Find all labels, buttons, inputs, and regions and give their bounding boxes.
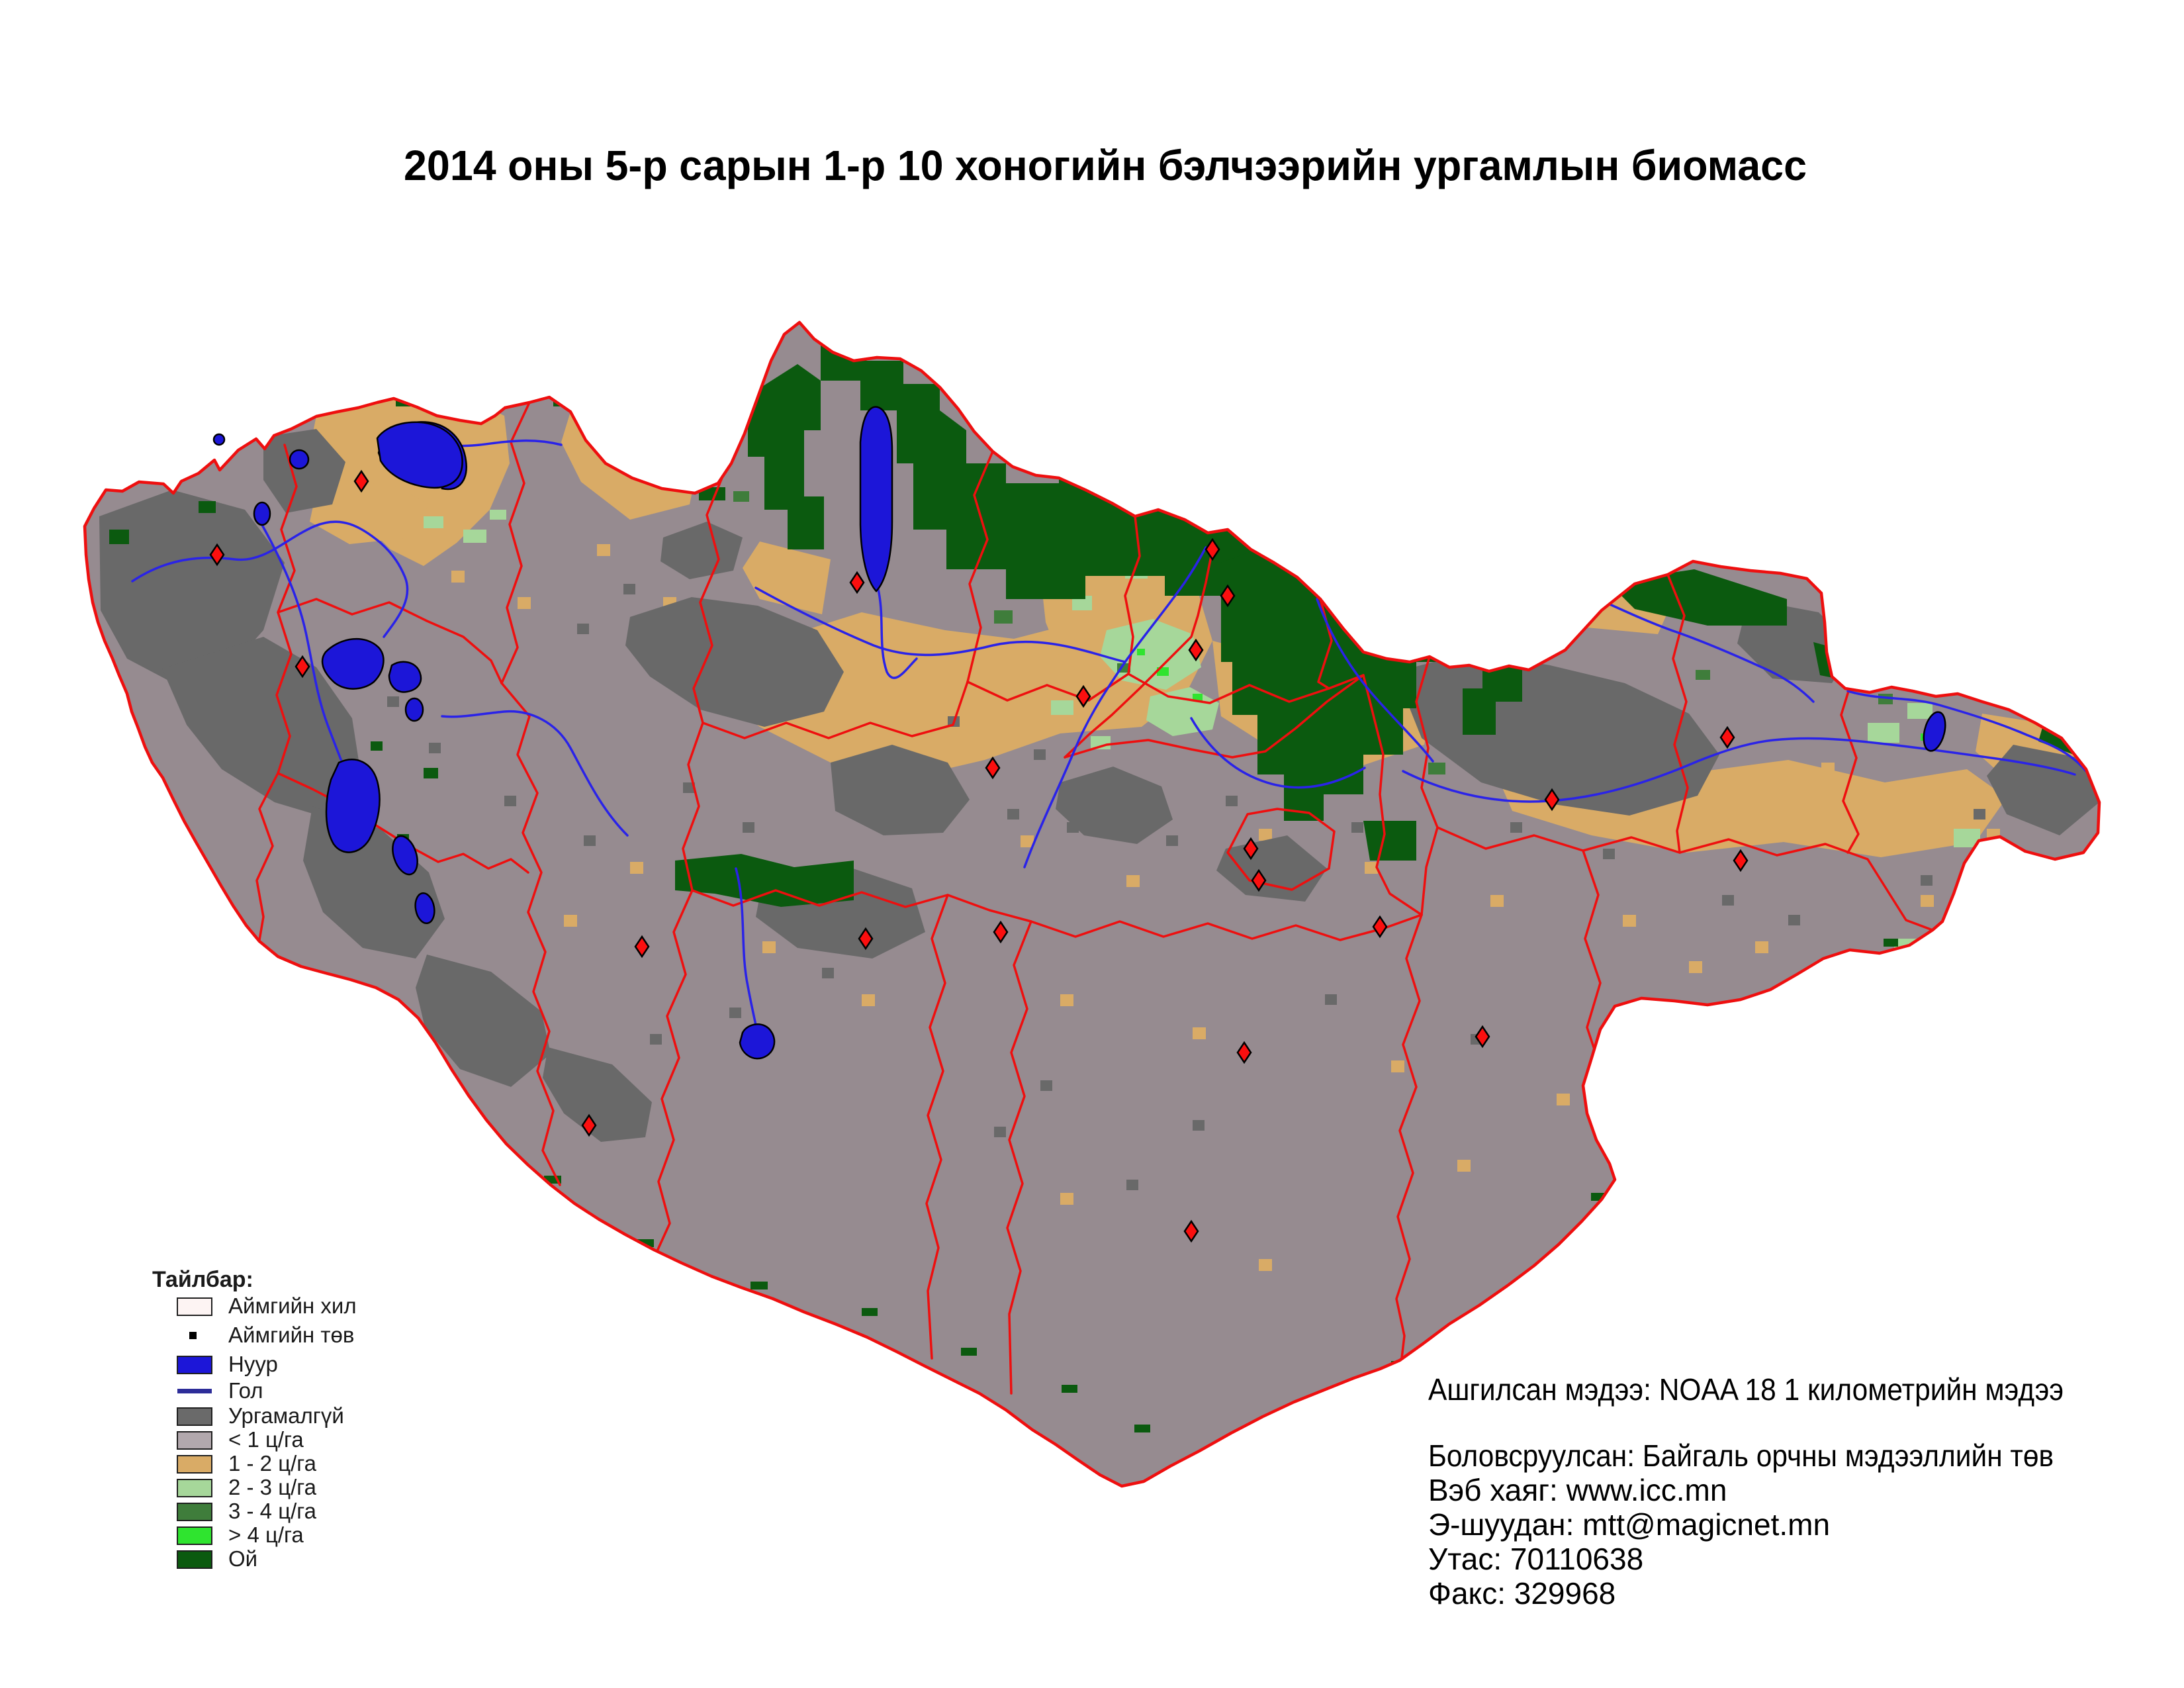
legend-label: Ой [228,1546,257,1571]
mongolia-map [85,322,2123,1486]
legend-heading: Тайлбар: [152,1267,253,1292]
legend-label: 3 - 4 ц/га [228,1499,317,1523]
info-line-source: Ашгилсан мэдээ: NOAA 18 1 километрийн мэ… [1428,1372,2064,1407]
info-block: Ашгилсан мэдээ: NOAA 18 1 километрийн мэ… [1428,1372,2064,1611]
legend-item-1-2: 1 - 2 ц/га [177,1451,317,1476]
gt4-swatch [177,1526,212,1545]
legend-item-3-4: 3 - 4 ц/га [177,1499,317,1523]
page-title: 2014 оны 5-р сарын 1-р 10 хоногийн бэлчэ… [404,142,1807,189]
legend: Тайлбар: Аймгийн хил Аймгийн төв Нуур Го… [152,1267,357,1571]
lt1-swatch [177,1431,212,1450]
legend-label: < 1 ц/га [228,1427,304,1452]
band-2-3-swatch [177,1479,212,1497]
legend-item-lake: Нуур [177,1352,278,1376]
legend-label: 2 - 3 ц/га [228,1475,317,1499]
legend-item-no-vegetation: Ургамалгүй [177,1403,344,1428]
aimag-borders [255,401,1934,1395]
band-1-2-swatch [177,1455,212,1474]
info-line-phone: Утас: 70110638 [1428,1542,1643,1576]
band-3-4-swatch [177,1503,212,1521]
legend-label: > 4 ц/га [228,1523,304,1547]
legend-item-aimag-border: Аймгийн хил [177,1293,357,1318]
legend-label: 1 - 2 ц/га [228,1451,317,1476]
rivers [131,439,2087,1035]
legend-item-gt4: > 4 ц/га [177,1523,304,1547]
legend-item-2-3: 2 - 3 ц/га [177,1475,317,1499]
legend-label: Нуур [228,1352,278,1376]
forest-swatch [177,1550,212,1569]
info-line-fax: Факс: 329968 [1428,1576,1615,1611]
info-line-email: Э-шуудан: mtt@magicnet.mn [1428,1507,1830,1542]
aimag-border-swatch [177,1297,212,1316]
legend-label: Гол [228,1378,263,1403]
no-vegetation-swatch [177,1407,212,1426]
info-line-web: Вэб хаяг: www.icc.mn [1428,1473,1727,1507]
legend-item-aimag-center: Аймгийн төв [189,1323,354,1347]
info-line-producer: Боловсруулсан: Байгаль орчны мэдээллийн … [1428,1438,2054,1473]
legend-item-river: Гол [177,1378,263,1403]
legend-label: Аймгийн төв [228,1323,354,1347]
aimag-center-dot [189,1332,197,1339]
legend-label: Ургамалгүй [228,1403,344,1428]
legend-item-lt1: < 1 ц/га [177,1427,304,1452]
lake-swatch [177,1356,212,1374]
river-swatch [177,1389,212,1393]
legend-item-forest: Ой [177,1546,257,1571]
lakes [212,406,1946,1060]
legend-label: Аймгийн хил [228,1293,357,1318]
